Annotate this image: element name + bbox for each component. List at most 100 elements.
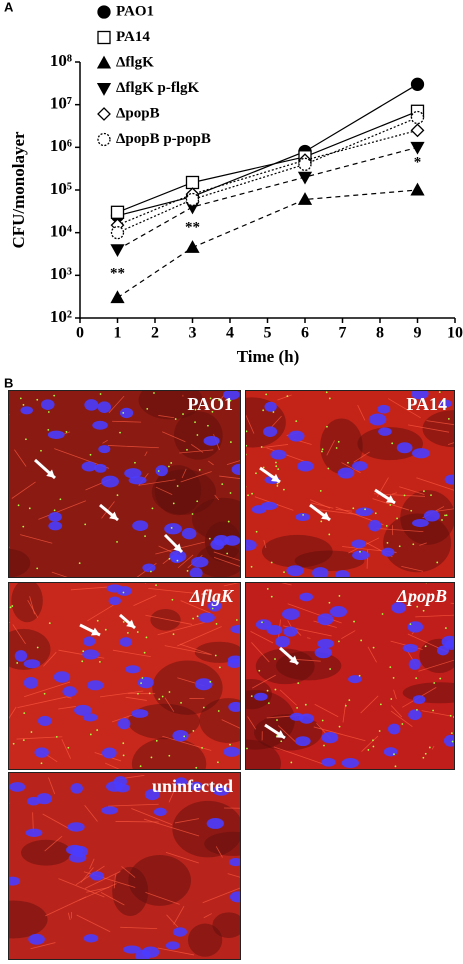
nucleus <box>81 461 97 472</box>
x-tick-label: 6 <box>301 325 309 342</box>
nucleus <box>348 675 362 684</box>
nucleus <box>444 474 455 485</box>
bacterium <box>321 450 323 453</box>
bacterium <box>198 468 201 471</box>
bacterium <box>23 712 26 715</box>
nucleus <box>412 695 426 704</box>
bacterium <box>433 682 436 684</box>
fiber <box>177 554 194 569</box>
bacterium <box>82 650 85 653</box>
fiber <box>262 444 289 448</box>
fiber <box>14 449 27 467</box>
legend-label: PA14 <box>116 29 150 45</box>
fiber <box>8 706 17 720</box>
marker <box>298 157 312 171</box>
fiber <box>27 599 39 618</box>
nucleus <box>165 941 180 950</box>
fiber <box>143 818 200 837</box>
fiber <box>263 540 267 549</box>
nucleus <box>288 430 305 442</box>
micrograph-label: PAO1 <box>187 394 233 414</box>
micrograph: ΔpopB <box>245 582 455 770</box>
bacterium <box>168 557 171 560</box>
dark-patch <box>138 390 203 420</box>
fiber <box>251 642 270 663</box>
nucleus <box>175 777 188 787</box>
nucleus <box>62 686 77 697</box>
nucleus <box>266 624 283 635</box>
fiber <box>145 614 193 625</box>
nucleus <box>53 671 71 683</box>
bacterium <box>218 666 221 669</box>
marker <box>110 290 125 304</box>
nucleus <box>189 781 203 791</box>
nucleus <box>40 399 55 410</box>
dark-patch <box>128 854 192 906</box>
bacterium <box>386 541 389 544</box>
nucleus <box>297 460 314 472</box>
nucleus <box>116 586 132 596</box>
bacterium <box>401 723 404 725</box>
nucleus <box>25 828 43 837</box>
bacterium <box>327 467 330 470</box>
bacterium <box>16 662 19 664</box>
bacterium <box>55 736 58 738</box>
fiber <box>23 681 71 698</box>
fiber <box>341 462 361 473</box>
bacterium <box>211 410 214 413</box>
fiber <box>306 637 311 639</box>
x-tick-label: 10 <box>447 325 463 342</box>
fiber <box>227 873 241 878</box>
marker <box>110 205 125 219</box>
dark-patch <box>8 548 31 578</box>
bacterium <box>412 543 415 546</box>
x-axis-title: Time (h) <box>237 347 300 366</box>
nucleus <box>142 563 156 573</box>
legend-label: ΔflgK <box>116 54 154 70</box>
nucleus <box>253 692 268 701</box>
bacterium <box>145 636 148 639</box>
nucleus <box>295 513 311 522</box>
fiber <box>61 739 72 759</box>
bacterium <box>47 411 50 413</box>
bacterium <box>116 541 118 543</box>
bacterium <box>304 703 307 706</box>
legend-marker <box>97 107 111 121</box>
nucleus <box>314 647 333 659</box>
nucleus <box>101 747 117 759</box>
fiber <box>166 914 178 928</box>
nucleus <box>137 677 154 689</box>
bacterium <box>295 420 298 423</box>
dark-patch <box>255 648 315 685</box>
fiber <box>38 500 87 520</box>
x-tick-label: 0 <box>76 325 84 342</box>
nucleus <box>14 650 28 662</box>
fiber <box>158 415 175 419</box>
micrograph-border <box>8 582 241 770</box>
fiber <box>408 424 450 433</box>
y-tick-label: 10⁴ <box>50 222 72 241</box>
bacterium <box>367 749 370 751</box>
y-tick-label: 10⁶ <box>50 136 72 155</box>
nucleus <box>101 806 118 815</box>
bacterium <box>217 710 220 712</box>
bacterium <box>441 400 444 402</box>
bacterium <box>28 507 31 510</box>
dark-patch <box>150 608 181 631</box>
bacterium <box>116 494 119 497</box>
bacterium <box>247 494 249 497</box>
bacterium <box>89 733 92 736</box>
micrograph-border <box>245 582 455 770</box>
bacterium <box>217 761 219 764</box>
nucleus <box>377 404 391 414</box>
nucleus <box>351 539 367 549</box>
bacterium <box>338 595 341 597</box>
fiber <box>177 626 222 647</box>
fiber <box>311 502 334 509</box>
legend-marker <box>97 30 111 45</box>
marker <box>410 123 425 138</box>
fiber <box>17 695 73 708</box>
arrow-head <box>289 655 298 664</box>
fiber <box>112 649 151 658</box>
fiber <box>391 492 398 495</box>
